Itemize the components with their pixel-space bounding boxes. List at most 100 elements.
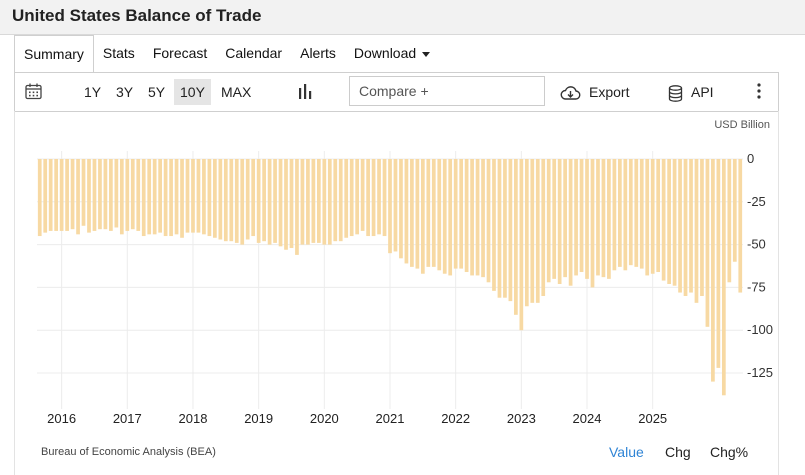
bar[interactable] <box>557 159 562 284</box>
bar[interactable] <box>497 159 502 298</box>
bar[interactable] <box>727 159 732 283</box>
bar[interactable] <box>420 159 425 274</box>
tab-alerts[interactable]: Alerts <box>300 45 336 61</box>
bar[interactable] <box>311 159 316 243</box>
bar[interactable] <box>70 159 75 230</box>
bar[interactable] <box>103 159 108 230</box>
bar[interactable] <box>191 159 195 233</box>
bar[interactable] <box>109 159 113 231</box>
compare-input[interactable] <box>349 76 545 106</box>
range-3y-button[interactable]: 3Y <box>116 84 134 100</box>
export-button[interactable]: Export <box>560 79 629 105</box>
bar[interactable] <box>141 159 146 237</box>
bar[interactable] <box>628 159 633 266</box>
bar[interactable] <box>196 159 201 233</box>
bar[interactable] <box>169 159 173 237</box>
bar[interactable] <box>535 159 540 303</box>
bar[interactable] <box>130 159 135 230</box>
tab-stats[interactable]: Stats <box>102 45 135 61</box>
bar[interactable] <box>218 159 223 240</box>
bar[interactable] <box>256 159 261 243</box>
bar[interactable] <box>683 159 688 296</box>
bar[interactable] <box>585 159 589 279</box>
bar[interactable] <box>273 159 277 243</box>
bar[interactable] <box>618 159 622 267</box>
more-vertical-icon[interactable] <box>756 82 762 105</box>
bar[interactable] <box>87 159 91 233</box>
bar[interactable] <box>448 159 453 276</box>
bar[interactable] <box>530 159 535 303</box>
bar[interactable] <box>486 159 491 283</box>
bar[interactable] <box>415 159 420 269</box>
bar[interactable] <box>344 159 349 238</box>
bar[interactable] <box>43 159 48 233</box>
bar[interactable] <box>546 159 551 283</box>
bar[interactable] <box>245 159 250 240</box>
bar[interactable] <box>48 159 53 231</box>
bar[interactable] <box>508 159 513 302</box>
bar[interactable] <box>612 159 617 271</box>
bar[interactable] <box>694 159 699 303</box>
bar[interactable] <box>234 159 239 243</box>
bar[interactable] <box>574 159 578 276</box>
bar[interactable] <box>377 159 381 235</box>
bar[interactable] <box>732 159 737 262</box>
bar[interactable] <box>355 159 360 235</box>
bar[interactable] <box>306 159 310 245</box>
bar[interactable] <box>645 159 650 276</box>
bar[interactable] <box>267 159 272 245</box>
bar[interactable] <box>284 159 288 250</box>
bar[interactable] <box>223 159 228 242</box>
bar[interactable] <box>442 159 447 274</box>
bar[interactable] <box>568 159 573 286</box>
bar[interactable] <box>289 159 294 249</box>
toggle-value-button[interactable]: Value <box>609 444 644 460</box>
bar[interactable] <box>366 159 370 237</box>
bar[interactable] <box>596 159 600 276</box>
range-1y-button[interactable]: 1Y <box>84 84 102 100</box>
bar[interactable] <box>119 159 124 235</box>
api-button[interactable]: API <box>668 79 714 105</box>
bar[interactable] <box>481 159 485 278</box>
tab-calendar[interactable]: Calendar <box>225 45 283 61</box>
bar[interactable] <box>180 159 184 238</box>
bar[interactable] <box>404 159 409 264</box>
range-max-button[interactable]: MAX <box>221 84 252 100</box>
bar[interactable] <box>661 159 666 281</box>
bar[interactable] <box>393 159 398 252</box>
tab-forecast[interactable]: Forecast <box>152 45 208 61</box>
bar[interactable] <box>705 159 710 327</box>
bar[interactable] <box>98 159 102 230</box>
bar[interactable] <box>399 159 403 259</box>
bar[interactable] <box>114 159 119 228</box>
bar-chart-icon[interactable] <box>297 83 313 105</box>
bar[interactable] <box>601 159 606 278</box>
bar[interactable] <box>316 159 321 243</box>
bar[interactable] <box>492 159 496 291</box>
toggle-chg-button[interactable]: Chg <box>665 444 691 460</box>
bar[interactable] <box>338 159 343 242</box>
bar[interactable] <box>721 159 726 396</box>
bar[interactable] <box>207 159 212 237</box>
bar[interactable] <box>689 159 693 293</box>
bar[interactable] <box>470 159 474 276</box>
bar[interactable] <box>59 159 64 231</box>
bar[interactable] <box>349 159 354 237</box>
bar[interactable] <box>81 159 86 226</box>
bar[interactable] <box>503 159 507 298</box>
bar[interactable] <box>639 159 644 269</box>
bar[interactable] <box>152 159 157 235</box>
bar[interactable] <box>700 159 704 296</box>
bar[interactable] <box>563 159 567 278</box>
bar[interactable] <box>667 159 671 284</box>
bar[interactable] <box>92 159 97 231</box>
bar[interactable] <box>371 159 376 237</box>
bar[interactable] <box>459 159 464 269</box>
bar[interactable] <box>519 159 524 331</box>
bar[interactable] <box>623 159 628 271</box>
bar[interactable] <box>464 159 469 273</box>
bar[interactable] <box>262 159 266 242</box>
bar[interactable] <box>552 159 557 279</box>
bar[interactable] <box>322 159 327 245</box>
bar[interactable] <box>716 159 721 368</box>
